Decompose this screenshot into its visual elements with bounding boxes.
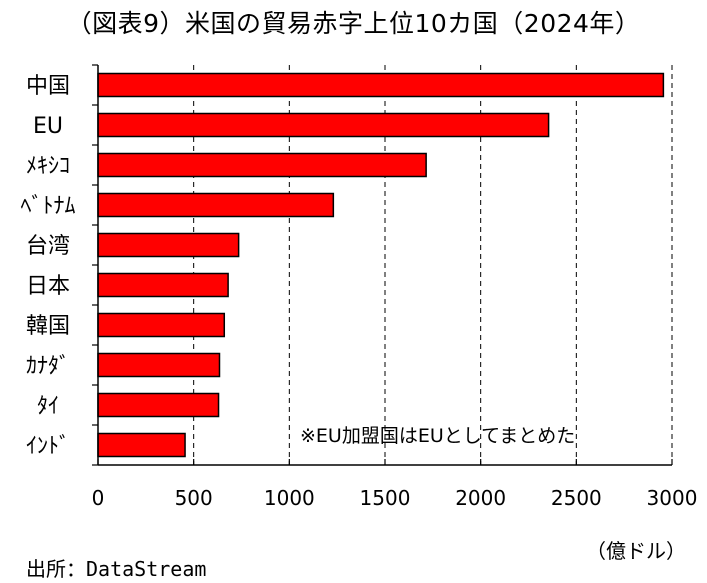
category-label: ﾍﾞﾄﾅﾑ bbox=[20, 194, 75, 219]
x-tick-label: 1000 bbox=[264, 486, 315, 510]
bar bbox=[97, 312, 226, 338]
category-label: 韓国 bbox=[26, 314, 70, 339]
bar bbox=[97, 112, 550, 138]
category-label: ﾒｷｼｺ bbox=[26, 154, 70, 179]
x-tick-label: 1500 bbox=[360, 486, 411, 510]
x-tick-label: 500 bbox=[175, 486, 213, 510]
axes bbox=[92, 64, 673, 466]
labels: 0 500 1000 1500 2000 2500 3000 中国 EU ﾒｷｼｺ ﾍﾞﾄﾅﾑ 台湾日… bbox=[20, 74, 697, 510]
bar bbox=[97, 272, 229, 298]
x-tick-label: 2500 bbox=[551, 486, 602, 510]
chart-note: ※EU加盟国はEUとしてまとめた bbox=[300, 425, 576, 447]
category-label: 日本 bbox=[26, 274, 70, 299]
bar bbox=[97, 432, 186, 458]
x-tick-label: 2000 bbox=[455, 486, 506, 510]
category-label: 台湾 bbox=[26, 234, 70, 259]
bar bbox=[97, 152, 427, 178]
x-tick-label: 0 bbox=[92, 486, 105, 510]
x-axis-unit: （億ドル） bbox=[586, 539, 686, 563]
bar bbox=[97, 72, 665, 98]
category-label: 中国 bbox=[26, 74, 70, 99]
bar bbox=[97, 352, 221, 378]
x-tick-label: 3000 bbox=[647, 486, 698, 510]
chart-title: （図表9）米国の貿易赤字上位10カ国（2024年） bbox=[66, 9, 641, 38]
category-label: ｶﾅﾀﾞ bbox=[26, 354, 70, 379]
category-label: EU bbox=[33, 114, 63, 139]
category-label: ｲﾝﾄﾞ bbox=[26, 434, 70, 459]
bar bbox=[97, 392, 220, 418]
source-label: 出所：DataStream bbox=[26, 557, 207, 581]
bar bbox=[97, 232, 240, 258]
category-label: ﾀｲ bbox=[37, 394, 59, 419]
bars bbox=[97, 72, 665, 458]
bar bbox=[97, 192, 335, 218]
